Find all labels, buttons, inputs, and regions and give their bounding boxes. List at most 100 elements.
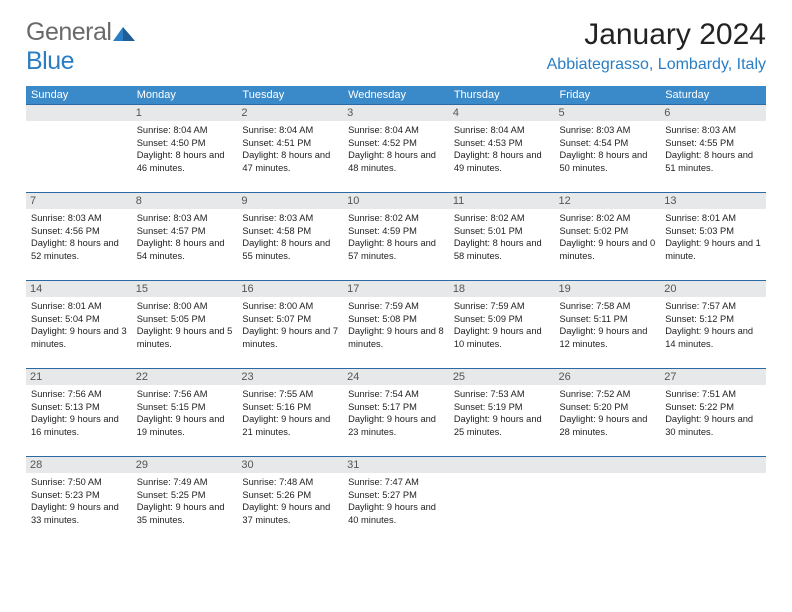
day-number: 20 [660, 281, 766, 297]
daylight-line: Daylight: 8 hours and 54 minutes. [137, 237, 233, 262]
sunrise-line: Sunrise: 8:02 AM [454, 212, 550, 225]
day-cell-inner: 21Sunrise: 7:56 AMSunset: 5:13 PMDayligh… [26, 369, 132, 456]
day-cell-inner: 26Sunrise: 7:52 AMSunset: 5:20 PMDayligh… [555, 369, 661, 456]
sunrise-line: Sunrise: 7:53 AM [454, 388, 550, 401]
sunset-line: Sunset: 5:03 PM [665, 225, 761, 238]
logo-text-blue: Blue [26, 47, 74, 75]
calendar-day-cell: 18 Sunrise: 7:59 AMSunset: 5:09 PMDayligh… [449, 281, 555, 369]
sunset-line: Sunset: 5:16 PM [242, 401, 338, 414]
daylight-line: Daylight: 9 hours and 37 minutes. [242, 501, 338, 526]
day-details: Sunrise: 8:04 AMSunset: 4:51 PMDaylight:… [242, 124, 338, 174]
sunset-line: Sunset: 4:55 PM [665, 137, 761, 150]
daylight-line: Daylight: 9 hours and 33 minutes. [31, 501, 127, 526]
sunset-line: Sunset: 5:13 PM [31, 401, 127, 414]
sunset-line: Sunset: 5:07 PM [242, 313, 338, 326]
day-number: 10 [343, 193, 449, 209]
day-number: 8 [132, 193, 238, 209]
calendar-empty-cell [660, 457, 766, 545]
sunset-line: Sunset: 5:11 PM [560, 313, 656, 326]
day-details: Sunrise: 8:03 AMSunset: 4:55 PMDaylight:… [665, 124, 761, 174]
day-details: Sunrise: 8:04 AMSunset: 4:53 PMDaylight:… [454, 124, 550, 174]
day-details: Sunrise: 7:50 AMSunset: 5:23 PMDaylight:… [31, 476, 127, 526]
calendar-day-cell: 24Sunrise: 7:54 AMSunset: 5:17 PMDayligh… [343, 369, 449, 457]
day-cell-inner: 31Sunrise: 7:47 AMSunset: 5:27 PMDayligh… [343, 457, 449, 545]
day-cell-inner: 16Sunrise: 8:00 AMSunset: 5:07 PMDayligh… [237, 281, 343, 368]
daylight-line: Daylight: 9 hours and 30 minutes. [665, 413, 761, 438]
logo-mark-icon [113, 25, 135, 46]
day-cell-inner: 15Sunrise: 8:00 AMSunset: 5:05 PMDayligh… [132, 281, 238, 368]
day-number: 4 [449, 105, 555, 121]
sunrise-line: Sunrise: 8:01 AM [665, 212, 761, 225]
calendar-week-row: 1Sunrise: 8:04 AMSunset: 4:50 PMDaylight… [26, 105, 766, 193]
day-number: 23 [237, 369, 343, 385]
calendar-day-cell: 13Sunrise: 8:01 AMSunset: 5:03 PMDayligh… [660, 193, 766, 281]
day-details: Sunrise: 8:01 AMSunset: 5:03 PMDaylight:… [665, 212, 761, 262]
daylight-line: Daylight: 9 hours and 23 minutes. [348, 413, 444, 438]
day-details: Sunrise: 7:51 AMSunset: 5:22 PMDaylight:… [665, 388, 761, 438]
daylight-line: Daylight: 9 hours and 35 minutes. [137, 501, 233, 526]
sunset-line: Sunset: 5:09 PM [454, 313, 550, 326]
calendar-day-cell: 27Sunrise: 7:51 AMSunset: 5:22 PMDayligh… [660, 369, 766, 457]
day-details: Sunrise: 8:01 AMSunset: 5:04 PMDaylight:… [31, 300, 127, 350]
daylight-line: Daylight: 9 hours and 40 minutes. [348, 501, 444, 526]
daylight-line: Daylight: 9 hours and 0 minutes. [560, 237, 656, 262]
day-cell-inner: 2Sunrise: 8:04 AMSunset: 4:51 PMDaylight… [237, 105, 343, 192]
day-number: 3 [343, 105, 449, 121]
daylight-line: Daylight: 8 hours and 51 minutes. [665, 149, 761, 174]
calendar-week-row: 28Sunrise: 7:50 AMSunset: 5:23 PMDayligh… [26, 457, 766, 545]
calendar-day-cell: 10Sunrise: 8:02 AMSunset: 4:59 PMDayligh… [343, 193, 449, 281]
day-cell-inner: 9Sunrise: 8:03 AMSunset: 4:58 PMDaylight… [237, 193, 343, 280]
day-cell-inner: 3Sunrise: 8:04 AMSunset: 4:52 PMDaylight… [343, 105, 449, 192]
daylight-line: Daylight: 8 hours and 50 minutes. [560, 149, 656, 174]
day-details: Sunrise: 7:59 AMSunset: 5:09 PMDaylight:… [454, 300, 550, 350]
sunset-line: Sunset: 5:02 PM [560, 225, 656, 238]
day-details: Sunrise: 8:04 AMSunset: 4:50 PMDaylight:… [137, 124, 233, 174]
calendar-day-cell: 2Sunrise: 8:04 AMSunset: 4:51 PMDaylight… [237, 105, 343, 193]
day-details: Sunrise: 7:54 AMSunset: 5:17 PMDaylight:… [348, 388, 444, 438]
sunrise-line: Sunrise: 7:59 AM [454, 300, 550, 313]
day-number: 25 [449, 369, 555, 385]
day-cell-inner: 17Sunrise: 7:59 AMSunset: 5:08 PMDayligh… [343, 281, 449, 368]
sunrise-line: Sunrise: 7:51 AM [665, 388, 761, 401]
sunrise-line: Sunrise: 8:03 AM [137, 212, 233, 225]
daylight-line: Daylight: 9 hours and 21 minutes. [242, 413, 338, 438]
sunset-line: Sunset: 4:53 PM [454, 137, 550, 150]
calendar-day-cell: 22Sunrise: 7:56 AMSunset: 5:15 PMDayligh… [132, 369, 238, 457]
day-cell-inner: 30Sunrise: 7:48 AMSunset: 5:26 PMDayligh… [237, 457, 343, 545]
day-cell-inner: 5Sunrise: 8:03 AMSunset: 4:54 PMDaylight… [555, 105, 661, 192]
sunrise-line: Sunrise: 8:02 AM [348, 212, 444, 225]
day-details: Sunrise: 8:00 AMSunset: 5:05 PMDaylight:… [137, 300, 233, 350]
day-details: Sunrise: 8:03 AMSunset: 4:58 PMDaylight:… [242, 212, 338, 262]
calendar-day-cell: 28Sunrise: 7:50 AMSunset: 5:23 PMDayligh… [26, 457, 132, 545]
calendar-day-cell: 19Sunrise: 7:58 AMSunset: 5:11 PMDayligh… [555, 281, 661, 369]
daylight-line: Daylight: 9 hours and 8 minutes. [348, 325, 444, 350]
day-cell-inner: 25Sunrise: 7:53 AMSunset: 5:19 PMDayligh… [449, 369, 555, 456]
day-number: 18 [449, 281, 555, 297]
day-details: Sunrise: 8:02 AMSunset: 5:02 PMDaylight:… [560, 212, 656, 262]
sunset-line: Sunset: 5:20 PM [560, 401, 656, 414]
day-number: 16 [237, 281, 343, 297]
calendar-week-row: 7Sunrise: 8:03 AMSunset: 4:56 PMDaylight… [26, 193, 766, 281]
day-number: 7 [26, 193, 132, 209]
day-cell-inner: 28Sunrise: 7:50 AMSunset: 5:23 PMDayligh… [26, 457, 132, 545]
sunset-line: Sunset: 5:12 PM [665, 313, 761, 326]
sunrise-line: Sunrise: 8:03 AM [560, 124, 656, 137]
day-cell-inner: 19Sunrise: 7:58 AMSunset: 5:11 PMDayligh… [555, 281, 661, 368]
calendar-body: 1Sunrise: 8:04 AMSunset: 4:50 PMDaylight… [26, 105, 766, 545]
sunrise-line: Sunrise: 8:03 AM [31, 212, 127, 225]
sunrise-line: Sunrise: 8:04 AM [348, 124, 444, 137]
day-details: Sunrise: 7:49 AMSunset: 5:25 PMDaylight:… [137, 476, 233, 526]
day-cell-inner: 29Sunrise: 7:49 AMSunset: 5:25 PMDayligh… [132, 457, 238, 545]
day-details: Sunrise: 8:03 AMSunset: 4:57 PMDaylight:… [137, 212, 233, 262]
daylight-line: Daylight: 9 hours and 5 minutes. [137, 325, 233, 350]
calendar-header-row: SundayMondayTuesdayWednesdayThursdayFrid… [26, 86, 766, 105]
calendar-empty-cell [26, 105, 132, 193]
calendar-empty-cell [555, 457, 661, 545]
calendar-day-cell: 8 Sunrise: 8:03 AMSunset: 4:57 PMDaylight… [132, 193, 238, 281]
sunset-line: Sunset: 4:54 PM [560, 137, 656, 150]
sunrise-line: Sunrise: 7:58 AM [560, 300, 656, 313]
day-details: Sunrise: 7:47 AMSunset: 5:27 PMDaylight:… [348, 476, 444, 526]
day-cell-inner: 24Sunrise: 7:54 AMSunset: 5:17 PMDayligh… [343, 369, 449, 456]
day-cell-inner: 23Sunrise: 7:55 AMSunset: 5:16 PMDayligh… [237, 369, 343, 456]
sunrise-line: Sunrise: 7:57 AM [665, 300, 761, 313]
